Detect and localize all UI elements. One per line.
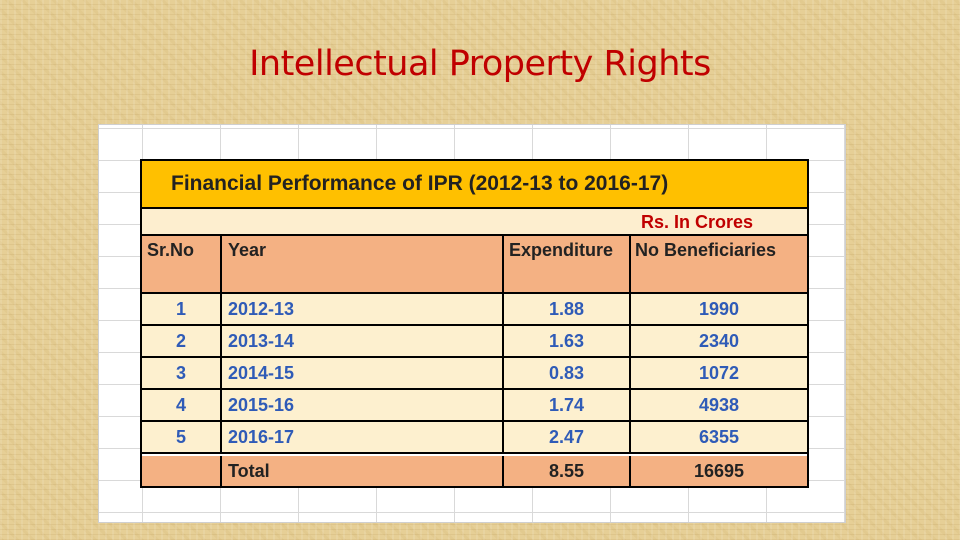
- ipr-financial-table: Financial Performance of IPR (2012-13 to…: [140, 159, 809, 488]
- expenditure-cell: 1.63: [502, 326, 629, 356]
- year-cell: 2015-16: [220, 390, 502, 420]
- header-sr-no: Sr.No: [147, 240, 195, 260]
- expenditure-cell: 1.74: [502, 390, 629, 420]
- year-cell: 2013-14: [220, 326, 502, 356]
- header-expenditure: Expenditure: [502, 236, 629, 292]
- year-cell: 2014-15: [220, 358, 502, 388]
- table-row: 1 2012-13 1.88 1990: [142, 294, 807, 326]
- table-row: 3 2014-15 0.83 1072: [142, 358, 807, 390]
- beneficiaries-cell: 2340: [629, 326, 807, 356]
- beneficiaries-cell: 4938: [629, 390, 807, 420]
- beneficiaries-cell: 6355: [629, 422, 807, 452]
- slide-title: Intellectual Property Rights: [249, 44, 711, 84]
- header-beneficiaries: No Beneficiaries: [629, 236, 807, 292]
- sr-no-cell: 2: [175, 331, 186, 351]
- year-cell: 2016-17: [220, 422, 502, 452]
- sr-no-cell: 1: [175, 299, 186, 319]
- table-row: 2 2013-14 1.63 2340: [142, 326, 807, 358]
- total-label: Total: [220, 456, 502, 486]
- sr-no-cell: 4: [175, 395, 186, 415]
- total-row: Total 8.55 16695: [142, 456, 807, 486]
- expenditure-cell: 2.47: [502, 422, 629, 452]
- header-row: Sr.No Year Expenditure No Beneficiaries: [142, 236, 807, 294]
- header-year: Year: [220, 236, 502, 292]
- total-beneficiaries: 16695: [629, 456, 807, 486]
- beneficiaries-cell: 1990: [629, 294, 807, 324]
- year-cell: 2012-13: [220, 294, 502, 324]
- expenditure-cell: 0.83: [502, 358, 629, 388]
- expenditure-cell: 1.88: [502, 294, 629, 324]
- total-empty-cell: [142, 456, 220, 486]
- beneficiaries-cell: 1072: [629, 358, 807, 388]
- units-label: Rs. In Crores: [142, 209, 807, 236]
- sr-no-cell: 5: [175, 427, 186, 447]
- total-expenditure: 8.55: [502, 456, 629, 486]
- table-row: 4 2015-16 1.74 4938: [142, 390, 807, 422]
- table-title: Financial Performance of IPR (2012-13 to…: [142, 161, 807, 209]
- sr-no-cell: 3: [175, 363, 186, 383]
- table-row: 5 2016-17 2.47 6355: [142, 422, 807, 454]
